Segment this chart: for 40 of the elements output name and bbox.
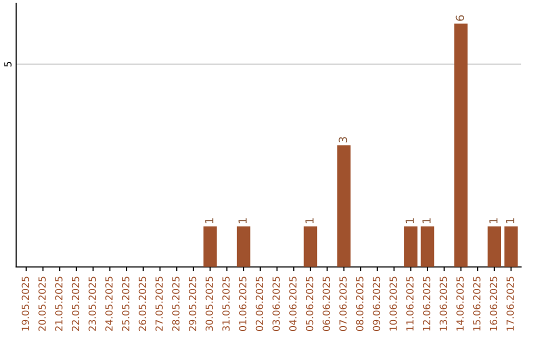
x-tick-label: 10.06.2025 xyxy=(390,276,397,331)
x-tick-label: 06.06.2025 xyxy=(322,276,330,331)
data-label: 1 xyxy=(506,218,514,224)
x-tick-label: 24.05.2025 xyxy=(105,276,113,331)
x-tick-label: 25.05.2025 xyxy=(122,276,130,331)
x-tick-label: 20.05.2025 xyxy=(38,276,46,331)
x-tick-label: 05.06.2025 xyxy=(306,276,314,331)
data-label: 1 xyxy=(238,218,247,224)
x-tick-label: 14.06.2025 xyxy=(456,276,464,331)
x-tick-label: 26.05.2025 xyxy=(138,276,146,331)
data-label: 1 xyxy=(406,218,414,224)
x-tick-label: 27.05.2025 xyxy=(155,276,163,331)
x-tick-label: 01.06.2025 xyxy=(239,276,246,331)
data-label: 6 xyxy=(456,15,464,21)
x-tick-label: 29.05.2025 xyxy=(188,276,196,331)
data-label: 1 xyxy=(422,218,431,224)
x-tick-label: 31.05.2025 xyxy=(222,276,230,331)
x-tick-label: 08.06.2025 xyxy=(356,276,364,331)
x-tick-label: 19.05.2025 xyxy=(22,276,30,331)
x-tick-label: 22.05.2025 xyxy=(72,276,80,331)
x-tick-label: 11.06.2025 xyxy=(406,276,414,331)
x-tick-label: 17.06.2025 xyxy=(506,276,514,331)
x-tick-label: 03.06.2025 xyxy=(272,276,280,331)
x-tick-label: 04.06.2025 xyxy=(289,276,297,331)
data-label: 1 xyxy=(305,218,314,224)
x-tick-label: 16.06.2025 xyxy=(490,276,498,331)
data-label: 1 xyxy=(489,218,498,224)
x-tick-label: 02.06.2025 xyxy=(256,276,264,331)
y-tick-label: 5 xyxy=(4,62,12,67)
data-label: 1 xyxy=(205,218,214,224)
x-tick-label: 13.06.2025 xyxy=(440,276,448,331)
x-tick-label: 15.06.2025 xyxy=(473,276,480,331)
x-tick-label: 28.05.2025 xyxy=(172,276,180,331)
x-tick-label: 21.05.2025 xyxy=(55,276,62,331)
x-tick-label: 12.06.2025 xyxy=(422,276,430,331)
x-tick-label: 23.05.2025 xyxy=(88,276,96,331)
x-tick-label: 09.06.2025 xyxy=(372,276,380,331)
x-tick-label: 07.06.2025 xyxy=(339,276,347,331)
x-tick-label: 30.05.2025 xyxy=(206,276,213,331)
data-label: 3 xyxy=(338,137,348,142)
